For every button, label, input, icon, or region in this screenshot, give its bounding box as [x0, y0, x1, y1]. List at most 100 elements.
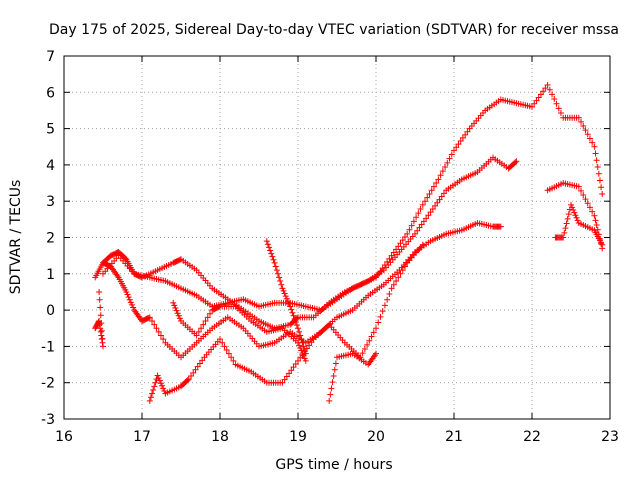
y-tick-label: -3 [41, 412, 55, 428]
data-point-marker [381, 302, 388, 309]
data-point-marker [384, 296, 391, 303]
data-point-marker [419, 201, 426, 208]
data-point-marker [145, 314, 152, 321]
data-point-marker [420, 218, 427, 225]
data-point-marker [268, 250, 275, 257]
data-point-marker [419, 241, 426, 248]
data-point-marker [434, 199, 441, 206]
data-point-marker [97, 312, 104, 319]
data-point-marker [297, 344, 304, 351]
data-point-marker [196, 360, 203, 367]
data-point-marker [297, 332, 304, 339]
data-point-marker [562, 225, 569, 232]
x-tick-label: 18 [211, 429, 229, 445]
data-point-marker [570, 207, 577, 214]
data-point-marker [568, 201, 574, 208]
data-point-marker [555, 105, 562, 112]
data-point-marker [455, 141, 462, 148]
data-point-marker [393, 246, 400, 253]
data-point-marker [298, 347, 305, 354]
data-point-marker [596, 177, 603, 184]
y-tick-label: 1 [46, 267, 55, 283]
data-point-marker [529, 103, 535, 110]
data-point-marker [384, 258, 391, 265]
data-point-marker [293, 322, 300, 329]
data-point-marker [291, 315, 298, 322]
data-point-marker [190, 369, 197, 376]
x-tick-label: 21 [445, 429, 463, 445]
chart-title: Day 175 of 2025, Sidereal Day-to-day VTE… [49, 22, 619, 38]
data-point-marker [223, 347, 230, 354]
data-point-marker [565, 211, 572, 218]
data-point-marker [292, 319, 299, 326]
data-point-marker [149, 317, 156, 324]
data-point-marker [298, 336, 305, 343]
data-point-marker [361, 345, 368, 352]
data-point-marker [217, 336, 223, 343]
data-point-marker [453, 144, 460, 151]
data-point-marker [497, 223, 504, 230]
data-point-marker [379, 308, 386, 315]
data-point-marker [290, 312, 297, 319]
data-point-marker [329, 379, 336, 386]
data-point-marker [280, 287, 287, 294]
y-tick-label: -1 [41, 339, 55, 355]
data-point-marker [126, 296, 133, 303]
data-point-marker [125, 294, 132, 301]
data-point-marker [288, 367, 295, 374]
data-point-marker [401, 263, 408, 270]
data-point-marker [397, 240, 404, 247]
data-point-marker [415, 210, 422, 217]
series-track-e [170, 299, 309, 364]
data-point-marker [399, 237, 406, 244]
data-point-marker [150, 386, 157, 393]
data-point-marker [266, 244, 273, 251]
series-track-d [146, 241, 426, 404]
data-point-marker [404, 230, 411, 237]
series-track-j [92, 288, 106, 350]
data-point-marker [279, 285, 286, 292]
data-point-marker [157, 332, 164, 339]
data-point-marker [195, 328, 202, 335]
data-point-marker [580, 123, 587, 130]
data-point-marker [221, 343, 228, 350]
data-point-marker [276, 274, 283, 281]
data-point-marker [151, 383, 158, 390]
data-point-marker [386, 255, 393, 262]
data-point-marker [424, 194, 431, 201]
data-point-marker [560, 234, 567, 241]
data-point-marker [578, 118, 585, 125]
data-point-marker [433, 180, 440, 187]
data-point-marker [332, 360, 339, 367]
data-point-marker [98, 327, 105, 334]
data-point-marker [188, 372, 195, 379]
data-point-marker [151, 321, 158, 328]
data-point-marker [296, 342, 303, 349]
data-point-marker [281, 290, 288, 297]
data-point-marker [269, 253, 276, 260]
data-point-marker [98, 336, 105, 343]
data-point-marker [408, 222, 415, 229]
data-point-marker [96, 288, 103, 295]
data-point-marker [580, 191, 587, 198]
data-point-marker [464, 128, 471, 135]
data-point-marker [128, 301, 135, 308]
data-point-marker [172, 305, 179, 312]
data-point-marker [462, 131, 469, 138]
data-point-marker [594, 163, 601, 170]
data-point-marker [302, 357, 309, 364]
x-axis-label: GPS time / hours [275, 457, 392, 473]
data-point-marker [427, 209, 434, 216]
data-point-marker [157, 380, 164, 387]
data-point-marker [586, 204, 593, 211]
data-point-marker [591, 143, 598, 150]
data-point-marker [287, 303, 294, 310]
data-point-marker [444, 159, 451, 166]
data-point-marker [401, 233, 408, 240]
data-point-marker [146, 397, 153, 404]
data-point-marker [373, 274, 379, 281]
data-point-marker [589, 139, 596, 146]
data-point-marker [297, 354, 304, 361]
data-point-marker [219, 339, 226, 346]
